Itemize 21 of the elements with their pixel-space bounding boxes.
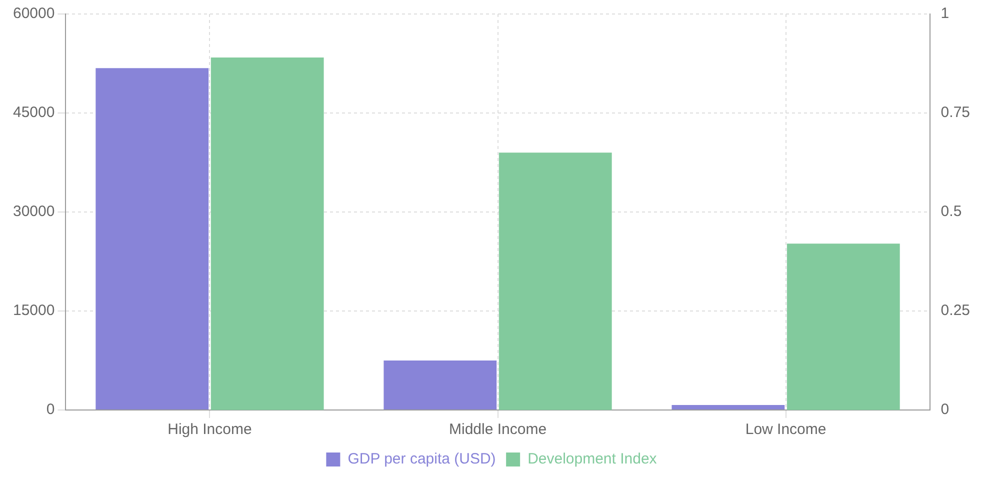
- bar: [96, 68, 209, 410]
- bar: [498, 152, 612, 410]
- bar: [210, 58, 324, 410]
- bar: [786, 244, 900, 410]
- x-tick-label: High Income: [168, 421, 252, 438]
- y-tick-label: 45000: [12, 104, 55, 122]
- y-tick-label: 60000: [12, 5, 55, 22]
- bar: [384, 360, 497, 410]
- y-tick-label: 0: [46, 401, 55, 418]
- legend-label: GDP per capita (USD): [348, 450, 496, 468]
- bar: [672, 405, 785, 410]
- y-tick-label: 30000: [12, 203, 55, 220]
- y2-tick-label: 0.25: [940, 302, 970, 320]
- y2-tick-label: 0: [940, 401, 950, 418]
- legend-label: Development Index: [528, 450, 658, 468]
- y2-tick-label: 0.5: [940, 203, 962, 220]
- y2-tick-label: 0.75: [940, 104, 970, 122]
- x-tick-label: Middle Income: [448, 421, 547, 438]
- y-tick-label: 15000: [12, 302, 55, 320]
- y2-tick-label: 1: [940, 5, 950, 22]
- x-tick-label: Low Income: [745, 421, 826, 438]
